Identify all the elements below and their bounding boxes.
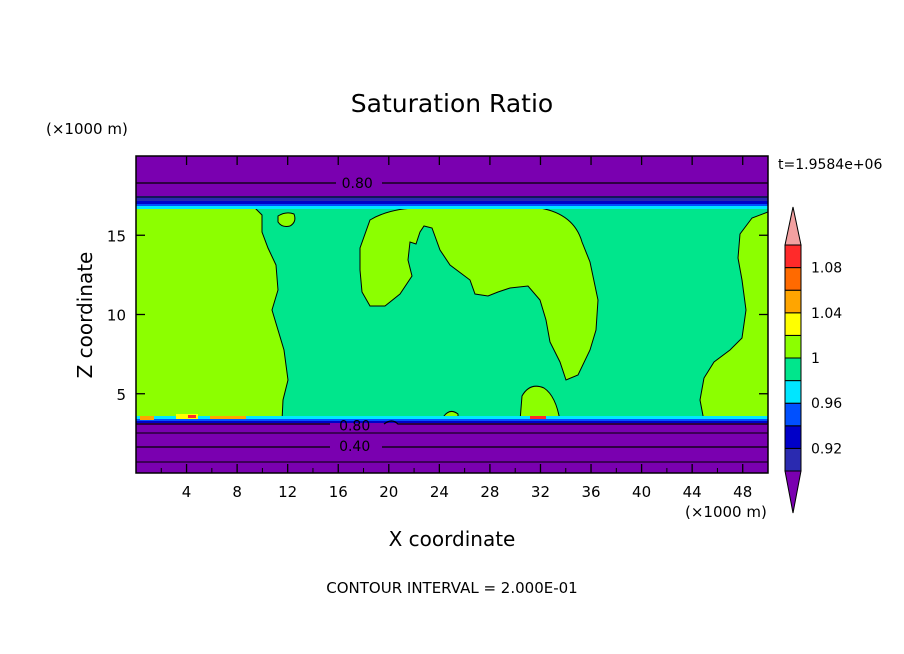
x-tick-label: 44 bbox=[683, 483, 702, 501]
colorbar: 0.92 0.96 1 1.04 1.08 bbox=[784, 206, 842, 514]
time-label: t=1.9584e+06 bbox=[778, 157, 882, 173]
contour-label: 0.40 bbox=[339, 439, 370, 455]
hotspot-5 bbox=[530, 416, 546, 419]
field-band-bottom-4 bbox=[136, 419, 768, 422]
colorbar-label: 0.96 bbox=[811, 396, 842, 412]
field-band-top-5 bbox=[136, 206, 768, 209]
colorbar-arrow-top bbox=[784, 206, 802, 246]
colorbar-swatch bbox=[784, 334, 802, 359]
x-tick-label: 28 bbox=[480, 483, 499, 501]
plot-field bbox=[136, 156, 768, 473]
x-tick-label: 4 bbox=[182, 483, 192, 501]
x-tick-label: 24 bbox=[430, 483, 449, 501]
colorbar-label: 1 bbox=[811, 351, 820, 367]
field-band-bottom-5 bbox=[136, 416, 768, 420]
x-tick-label: 20 bbox=[379, 483, 398, 501]
hotspot-4 bbox=[210, 416, 246, 419]
field-band-top-3 bbox=[136, 201, 768, 205]
y-tick-label: 15 bbox=[107, 227, 126, 245]
y-axis-title: Z coordinate bbox=[73, 252, 97, 379]
x-unit-label: (×1000 m) bbox=[685, 503, 767, 521]
y-unit-label: (×1000 m) bbox=[46, 120, 128, 138]
x-axis: 4 8 12 16 20 24 28 32 36 40 44 48 bbox=[160, 156, 752, 501]
colorbar-label: 1.04 bbox=[811, 306, 842, 322]
colorbar-label: 0.92 bbox=[811, 441, 842, 457]
colorbar-swatch bbox=[784, 312, 802, 336]
contour-label: 0.80 bbox=[342, 176, 373, 192]
x-tick-label: 16 bbox=[329, 483, 348, 501]
colorbar-swatch bbox=[784, 267, 802, 291]
colorbar-swatch bbox=[784, 425, 802, 449]
colorbar-swatch bbox=[784, 380, 802, 404]
colorbar-swatch bbox=[784, 289, 802, 314]
field-band-bottom-1 bbox=[136, 423, 768, 473]
x-tick-label: 40 bbox=[632, 483, 651, 501]
x-tick-label: 8 bbox=[232, 483, 242, 501]
colorbar-arrow-bottom bbox=[784, 470, 802, 514]
y-tick-label: 10 bbox=[107, 307, 126, 325]
field-region-saturated-small bbox=[277, 212, 296, 227]
colorbar-swatch bbox=[784, 402, 802, 427]
field-band-top-4 bbox=[136, 204, 768, 207]
field-band-bottom-3 bbox=[136, 421, 768, 424]
y-tick-label: 5 bbox=[116, 386, 126, 404]
colorbar-swatch bbox=[784, 357, 802, 382]
x-tick-label: 48 bbox=[733, 483, 752, 501]
x-tick-label: 32 bbox=[531, 483, 550, 501]
x-tick-label: 12 bbox=[278, 483, 297, 501]
y-axis: 5 10 15 bbox=[107, 227, 768, 404]
colorbar-label: 1.08 bbox=[811, 261, 842, 277]
contour-bottom-080 bbox=[136, 420, 768, 425]
hotspot-1 bbox=[140, 416, 154, 420]
chart-title: Saturation Ratio bbox=[351, 89, 553, 118]
colorbar-swatch bbox=[784, 244, 802, 269]
field-band-top-2 bbox=[136, 196, 768, 202]
hotspot-3 bbox=[188, 415, 196, 418]
field-region-saturated-left bbox=[136, 207, 289, 422]
colorbar-swatch bbox=[784, 447, 802, 472]
contour-interval-footer: CONTOUR INTERVAL = 2.000E-01 bbox=[326, 579, 577, 597]
contour-labels: 0.80 0.80 0.40 bbox=[339, 176, 373, 455]
x-axis-title: X coordinate bbox=[389, 527, 516, 551]
contour-label: 0.80 bbox=[339, 418, 370, 434]
x-tick-label: 36 bbox=[581, 483, 600, 501]
field-region-saturated-bottom bbox=[519, 385, 561, 422]
hotspot-2 bbox=[176, 414, 198, 419]
